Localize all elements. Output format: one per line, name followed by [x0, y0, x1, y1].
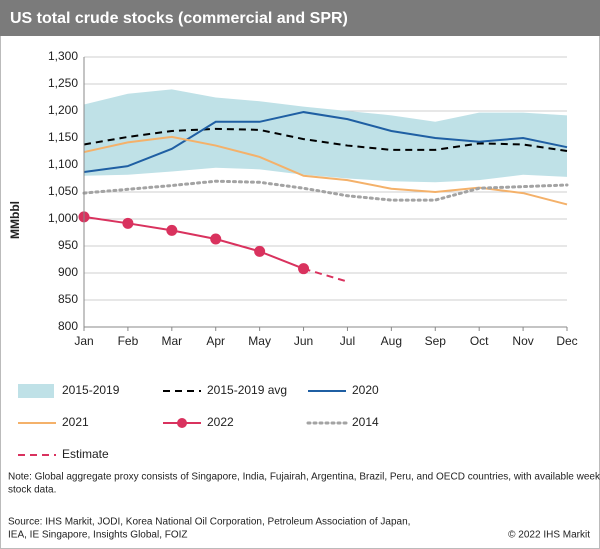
x-tick-label: Oct [470, 334, 489, 348]
series-marker [210, 233, 222, 245]
title-bar [0, 0, 600, 36]
note-line: Note: Global aggregate proxy consists of… [8, 472, 600, 483]
legend-label: 2015-2019 [62, 383, 120, 397]
copyright: © 2022 IHS Markit [508, 530, 590, 541]
x-tick-label: Apr [206, 334, 225, 348]
series-marker [166, 224, 178, 236]
chart-title: US total crude stocks (commercial and SP… [10, 10, 348, 27]
note-line: stock data. [8, 485, 56, 496]
y-tick-label: 1,100 [48, 157, 78, 171]
series-line [83, 111, 568, 174]
legend-label: 2014 [352, 415, 379, 429]
y-tick-label: 1,000 [48, 211, 78, 225]
y-tick-label: 1,050 [48, 184, 78, 198]
x-tick-label: Mar [161, 334, 182, 348]
x-tick-label: Jun [294, 334, 313, 348]
x-tick-label: Aug [381, 334, 402, 348]
x-tick-label: Nov [512, 334, 533, 348]
legend-label: Estimate [62, 447, 109, 461]
series-line [83, 135, 568, 206]
legend-label: 2015-2019 avg [207, 383, 287, 397]
series-line [83, 215, 304, 270]
x-tick-label: Sep [425, 334, 447, 348]
y-tick-label: 900 [58, 265, 78, 279]
y-tick-label: 1,250 [48, 76, 78, 90]
source-line: Source: IHS Markit, JODI, Korea National… [8, 517, 410, 528]
series-line [82, 179, 569, 202]
x-tick-label: Jul [340, 334, 355, 348]
y-tick-label: 1,200 [48, 103, 78, 117]
y-tick-label: 1,300 [48, 49, 78, 63]
legend-label: 2020 [352, 383, 379, 397]
series-line [83, 127, 568, 152]
x-tick-label: Jan [74, 334, 93, 348]
band-area [84, 89, 567, 183]
y-tick-label: 950 [58, 238, 78, 252]
y-tick-label: 800 [58, 319, 78, 333]
series-line [303, 267, 348, 283]
legend-label: 2021 [62, 415, 89, 429]
y-axis-label: MMbbl [8, 201, 22, 239]
series-marker [254, 245, 266, 257]
series-marker [122, 217, 134, 229]
legend-marker [177, 418, 187, 428]
source-line: IEA, IE Singapore, Insights Global, FOIZ [8, 530, 188, 541]
x-tick-label: Dec [556, 334, 577, 348]
x-tick-label: May [248, 334, 271, 348]
x-tick-label: Feb [118, 334, 139, 348]
legend-label: 2022 [207, 415, 234, 429]
legend-swatch [18, 384, 54, 398]
y-tick-label: 1,150 [48, 130, 78, 144]
y-tick-label: 850 [58, 292, 78, 306]
